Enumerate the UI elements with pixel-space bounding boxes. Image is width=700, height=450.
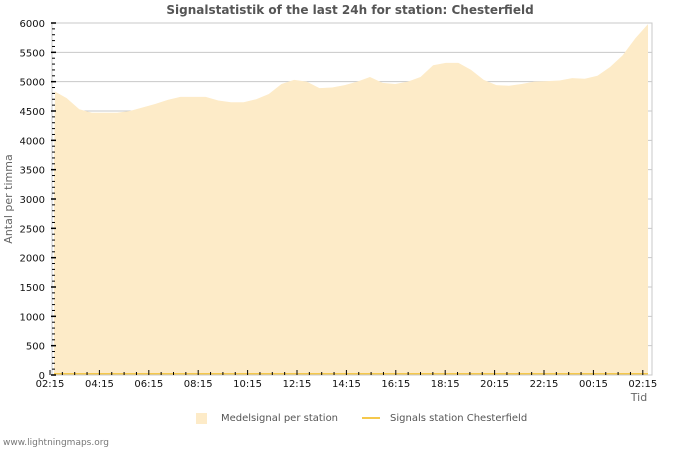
footer-credit: www.lightningmaps.org xyxy=(3,438,109,448)
x-tick-label: 08:15 xyxy=(184,379,213,390)
x-tick-label: 04:15 xyxy=(85,379,114,390)
legend: Medelsignal per station Signals station … xyxy=(196,410,527,426)
x-axis-title: Tid xyxy=(630,391,647,404)
legend-area-label: Medelsignal per station xyxy=(221,412,339,424)
y-axis-title: Antal per timma xyxy=(2,154,15,243)
y-tick-label: 3000 xyxy=(20,195,45,206)
legend-line-swatch-icon xyxy=(362,417,381,419)
x-axis: 02:15 04:15 06:15 08:15 10:15 12:15 14:15 16:15… xyxy=(36,370,657,390)
legend-line-label: Signals station Chesterfield xyxy=(390,412,528,424)
y-tick-label: 4500 xyxy=(20,107,45,118)
chart-title: Signalstatistik of the last 24h for stat… xyxy=(166,3,534,17)
y-tick-label: 4000 xyxy=(20,136,45,147)
y-tick-label: 5000 xyxy=(20,78,45,89)
y-tick-label: 5500 xyxy=(20,48,45,59)
x-tick-label: 18:15 xyxy=(431,379,460,390)
y-axis: 0 500 1000 1500 2000 2500 3000 3500 4000 4500 5000… xyxy=(20,19,56,382)
y-tick-label: 2500 xyxy=(20,224,45,235)
y-tick-label: 0 xyxy=(39,371,45,382)
y-tick-label: 1000 xyxy=(20,312,45,323)
y-tick-label: 6000 xyxy=(20,19,45,30)
x-tick-label: 20:15 xyxy=(480,379,509,390)
x-tick-label: 14:15 xyxy=(332,379,361,390)
x-tick-label: 00:15 xyxy=(579,379,608,390)
y-tick-label: 1500 xyxy=(20,283,45,294)
x-tick-label: 16:15 xyxy=(381,379,410,390)
y-tick-label: 500 xyxy=(26,342,45,353)
y-tick-label: 3500 xyxy=(20,166,45,177)
legend-area-swatch-icon xyxy=(196,412,207,424)
x-tick-label: 06:15 xyxy=(134,379,163,390)
x-tick-label: 02:15 xyxy=(36,379,65,390)
x-tick-label: 22:15 xyxy=(530,379,559,390)
area-series-medelsignal xyxy=(54,24,648,375)
y-tick-label: 2000 xyxy=(20,254,45,265)
x-tick-label: 12:15 xyxy=(283,379,312,390)
x-tick-label: 02:15 xyxy=(628,379,657,390)
x-tick-label: 10:15 xyxy=(233,379,262,390)
